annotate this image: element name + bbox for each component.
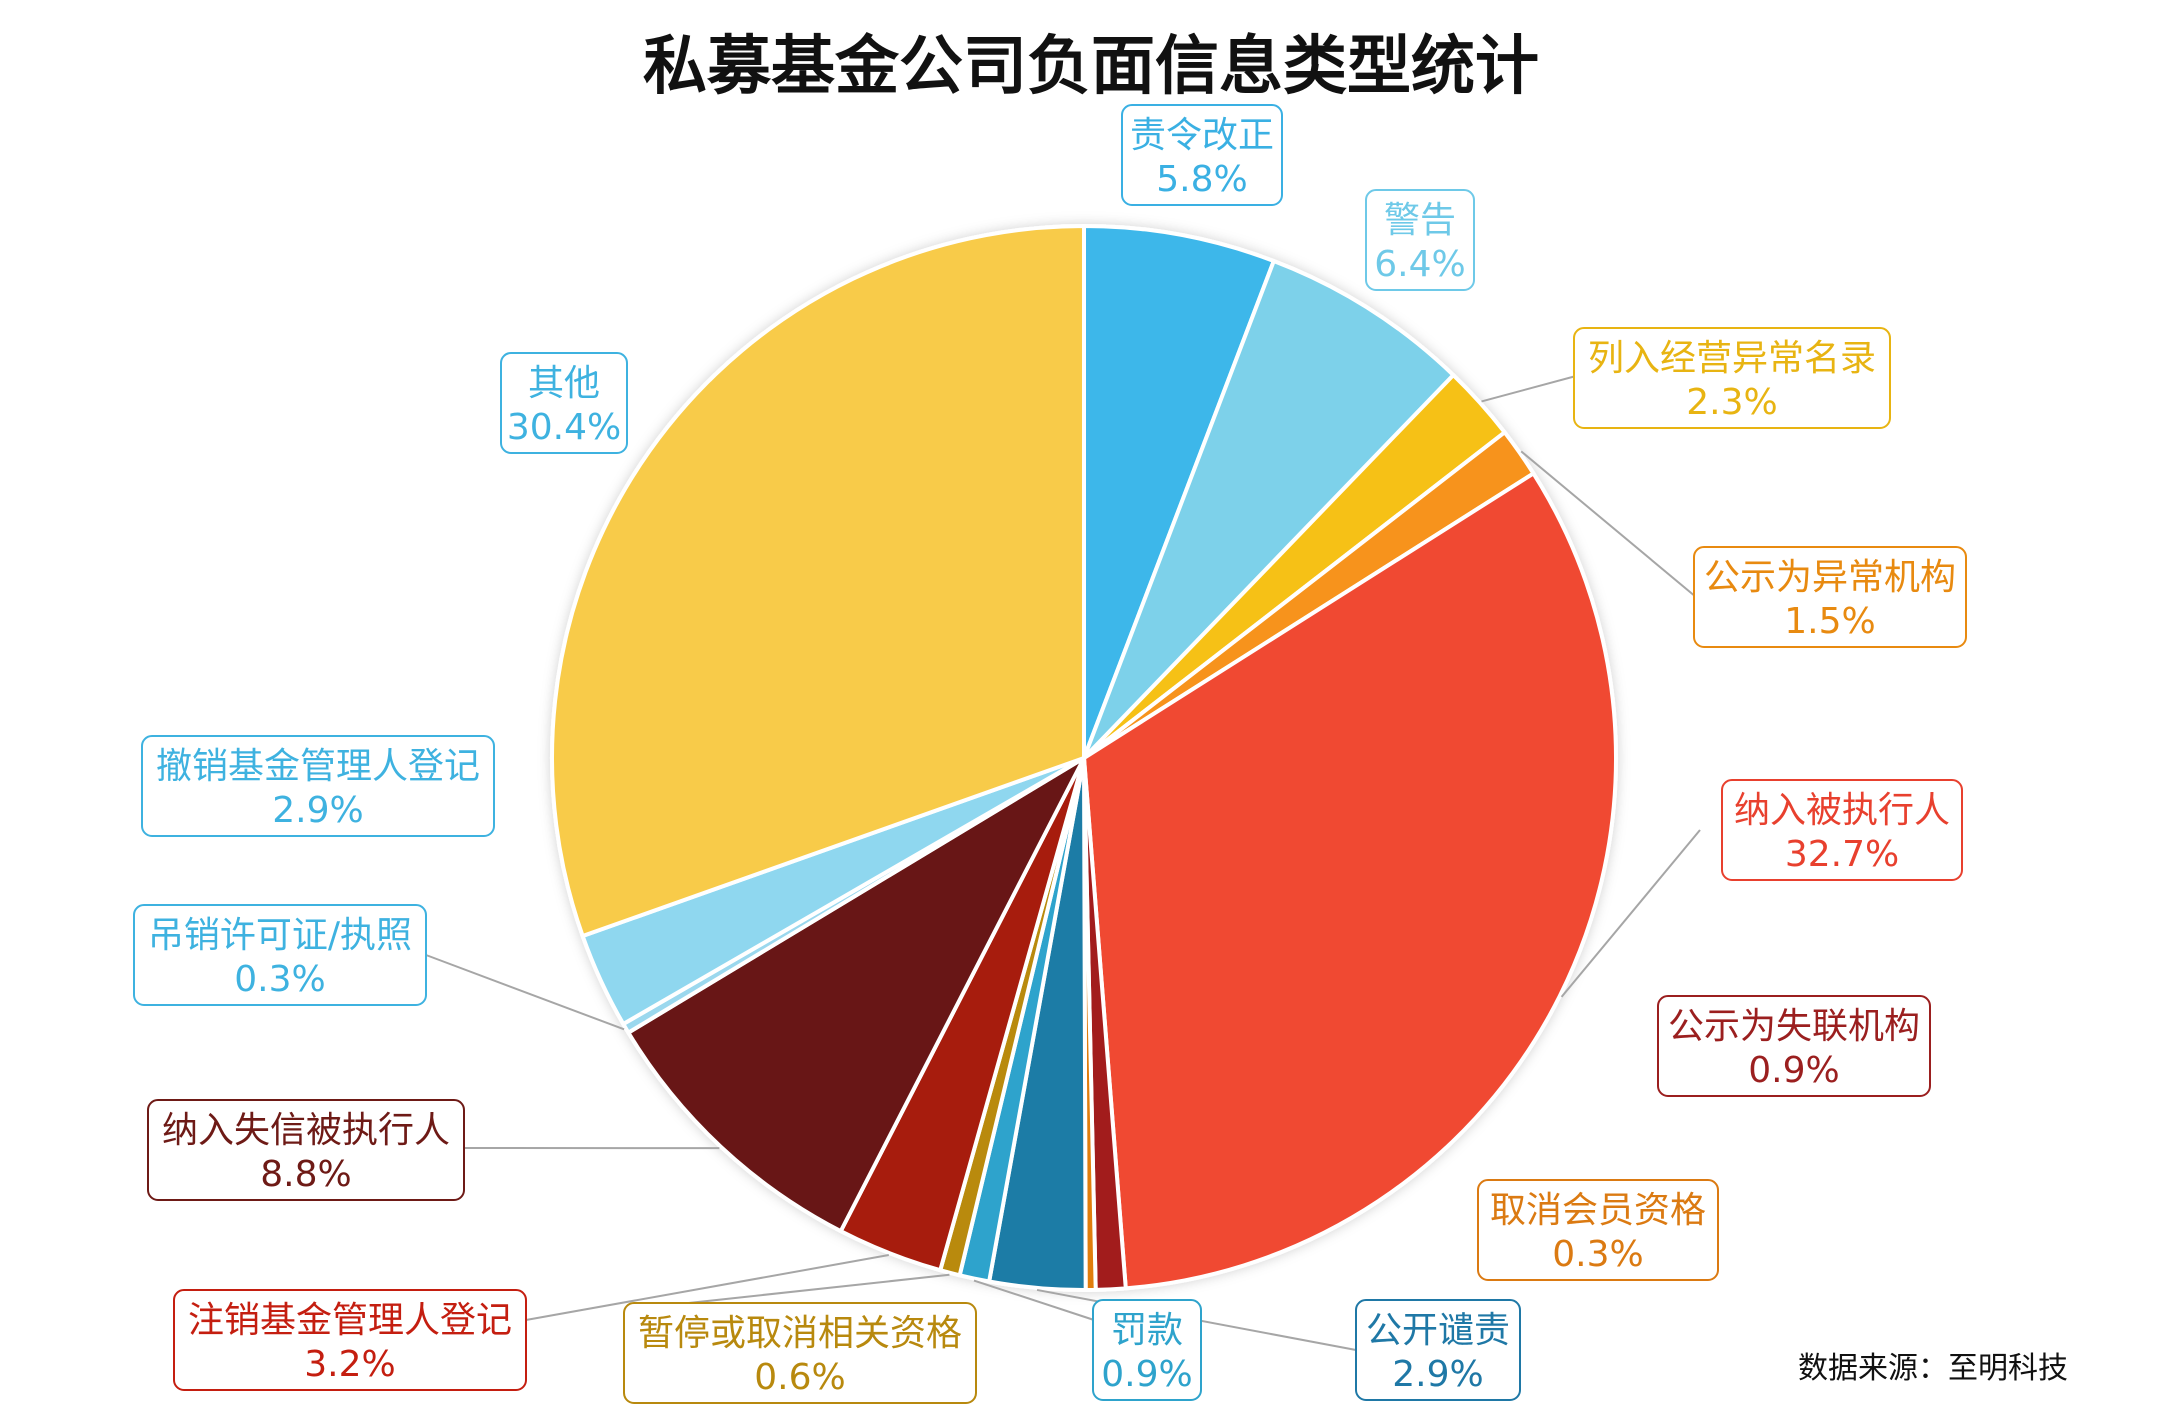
slice-label-box <box>1573 327 1891 429</box>
slice-percent: 8.8% <box>260 1154 351 1195</box>
slice-label-box <box>147 1099 465 1201</box>
slice-name: 警告 <box>1384 200 1456 241</box>
slice-name: 暂停或取消相关资格 <box>638 1313 962 1354</box>
slice-percent: 0.3% <box>1552 1234 1643 1275</box>
slice-percent: 0.9% <box>1101 1354 1192 1395</box>
slice-label-box <box>133 904 427 1006</box>
pie-slices <box>550 224 1618 1293</box>
slice-label-box <box>623 1302 977 1404</box>
slice-label-box <box>173 1289 527 1391</box>
leader-lines <box>425 375 1701 1351</box>
slice-label-box <box>1355 1299 1521 1401</box>
slice-label-9: 罚款0.9% <box>1092 1299 1202 1401</box>
slice-percent: 3.2% <box>304 1344 395 1385</box>
slice-label-2: 警告6.4% <box>1365 189 1475 291</box>
slice-label-13: 吊销许可证/执照0.3% <box>133 904 427 1006</box>
slice-name: 撤销基金管理人登记 <box>156 746 480 787</box>
slice-name: 注销基金管理人登记 <box>188 1300 512 1341</box>
source-note: 数据来源：至明科技 <box>1798 1351 2068 1386</box>
slice-percent: 0.6% <box>754 1357 845 1398</box>
slice-name: 吊销许可证/执照 <box>148 915 412 956</box>
slice-label-box <box>1365 189 1475 291</box>
leader-line-5 <box>1560 829 1701 998</box>
slice-label-box <box>1693 546 1967 648</box>
slice-percent: 0.9% <box>1748 1050 1839 1091</box>
slice-name: 罚款 <box>1111 1310 1183 1351</box>
pie-slice-5 <box>1082 471 1618 1291</box>
pie-slice-1 <box>1082 224 1276 760</box>
slice-name: 列入经营异常名录 <box>1588 338 1876 379</box>
pie-slice-2 <box>1082 259 1456 760</box>
slice-label-box <box>1092 1299 1202 1401</box>
slice-label-box <box>1121 104 1283 206</box>
chart-title: 私募基金公司负面信息类型统计 <box>643 30 1539 104</box>
slice-percent: 2.9% <box>272 790 363 831</box>
slice-name: 公开谴责 <box>1366 1310 1510 1351</box>
slice-percent: 30.4% <box>507 407 621 448</box>
slice-label-box <box>1657 995 1931 1097</box>
leader-line-3 <box>1481 375 1577 403</box>
slice-percent: 2.9% <box>1392 1354 1483 1395</box>
slice-name: 责令改正 <box>1130 115 1274 156</box>
slice-percent: 6.4% <box>1374 244 1465 285</box>
pie-slice-15 <box>550 224 1086 939</box>
slice-name: 其他 <box>528 363 600 404</box>
slice-percent: 1.5% <box>1784 601 1875 642</box>
leader-line-4 <box>1520 450 1697 598</box>
slice-percent: 5.8% <box>1156 159 1247 200</box>
pie-slice-12 <box>626 756 1086 1234</box>
leader-line-9 <box>973 1279 1095 1321</box>
slice-name: 公示为失联机构 <box>1668 1006 1920 1047</box>
slice-label-box <box>1721 779 1963 881</box>
slice-name: 公示为异常机构 <box>1704 557 1956 598</box>
slice-percent: 2.3% <box>1686 382 1777 423</box>
slice-name: 纳入失信被执行人 <box>162 1110 450 1151</box>
slice-label-box <box>141 735 495 837</box>
slice-label-box <box>500 352 628 454</box>
leader-line-13 <box>425 954 625 1031</box>
leader-line-11 <box>525 1254 889 1321</box>
slice-label-box <box>1477 1179 1719 1281</box>
slice-name: 纳入被执行人 <box>1734 790 1950 831</box>
slice-name: 取消会员资格 <box>1490 1190 1706 1231</box>
slice-percent: 0.3% <box>234 959 325 1000</box>
slice-percent: 32.7% <box>1785 834 1899 875</box>
